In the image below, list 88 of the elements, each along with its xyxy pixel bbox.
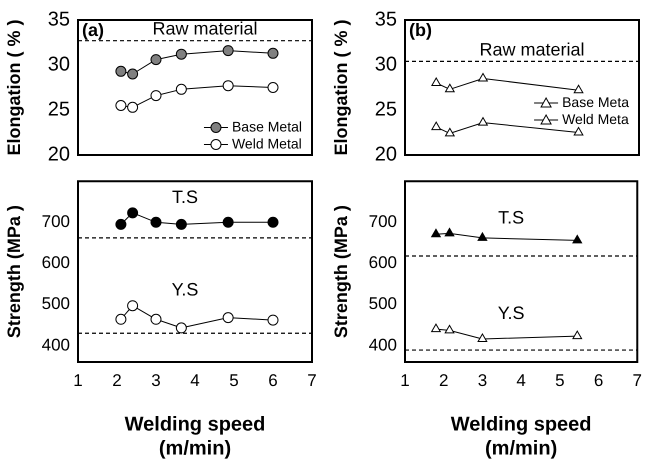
point — [574, 84, 584, 94]
y-tick-label: 30 — [48, 54, 70, 76]
point — [127, 207, 138, 218]
point — [176, 84, 187, 95]
point — [478, 117, 488, 126]
x-tick-label: 2 — [438, 370, 448, 390]
x-tick-label: 1 — [73, 370, 83, 390]
point — [268, 48, 278, 59]
point — [478, 73, 488, 82]
point — [150, 90, 162, 102]
point — [222, 80, 234, 92]
legend-label: Weld Meta — [562, 110, 629, 127]
point — [572, 234, 582, 244]
point — [176, 218, 187, 230]
point — [176, 322, 187, 334]
legend-label: Weld Metal — [232, 135, 302, 152]
y-axis-title: Strength (MPa ) — [4, 205, 24, 338]
point — [150, 216, 162, 228]
point — [150, 314, 162, 325]
x-tick-label: 4 — [190, 370, 200, 390]
x-tick-label: 5 — [229, 370, 239, 390]
point — [572, 330, 582, 340]
x-tick-label: 4 — [516, 370, 526, 390]
x-tick-label: 7 — [632, 370, 642, 390]
y-tick-label: 20 — [374, 144, 397, 166]
y-tick-label: 600 — [368, 253, 397, 272]
series-label: Y.S — [172, 280, 198, 300]
x-tick-label: 5 — [555, 370, 565, 390]
point — [176, 48, 187, 60]
point — [127, 68, 138, 80]
y-axis-title: Elongation ( % ) — [4, 20, 24, 156]
point — [431, 78, 442, 86]
y-tick-label: 600 — [42, 253, 70, 272]
point — [478, 333, 488, 342]
point — [431, 122, 442, 130]
series-label: T.S — [498, 207, 524, 228]
legend-label: Base Meta — [562, 94, 630, 110]
point — [444, 228, 454, 236]
annotation: (a) — [82, 20, 104, 40]
point — [115, 66, 126, 77]
y-tick-label: 500 — [368, 294, 397, 314]
y-tick-label: 25 — [374, 98, 397, 121]
point — [222, 312, 234, 324]
point — [115, 314, 126, 325]
point — [268, 82, 278, 93]
point — [115, 218, 126, 230]
point — [478, 232, 488, 241]
y-tick-label: 400 — [368, 335, 397, 354]
series-label: Y.S — [498, 303, 524, 324]
legend-label: Base Metal — [232, 118, 302, 134]
x-tick-label: 3 — [151, 370, 161, 390]
x-axis-title: Welding speed (m/min) — [124, 414, 266, 460]
x-tick-label: 6 — [268, 370, 278, 390]
point — [445, 128, 455, 136]
point — [444, 324, 454, 334]
series-label: T.S — [172, 186, 198, 207]
y-tick-label: 700 — [368, 212, 397, 231]
x-tick-label: 2 — [112, 370, 122, 390]
y-tick-label: 400 — [42, 335, 70, 354]
point — [445, 84, 455, 92]
y-tick-label: 20 — [48, 144, 70, 166]
point — [127, 300, 138, 312]
point — [115, 100, 126, 111]
point — [431, 324, 441, 332]
point — [150, 54, 162, 66]
ref-line-label: Raw material — [152, 18, 258, 39]
y-tick-label: 35 — [374, 8, 397, 31]
point — [222, 216, 234, 228]
y-tick-label: 500 — [42, 294, 70, 314]
y-tick-label: 700 — [42, 212, 70, 231]
x-axis-title: Welding speed (m/min) — [450, 414, 592, 460]
point — [431, 228, 441, 238]
x-tick-label: 6 — [594, 370, 604, 390]
point — [268, 216, 278, 228]
y-axis-title: Elongation ( % ) — [330, 20, 351, 156]
x-tick-label: 7 — [307, 370, 317, 390]
y-tick-label: 35 — [48, 8, 70, 31]
y-tick-label: 25 — [48, 98, 70, 121]
point — [268, 314, 278, 326]
x-tick-label: 3 — [478, 370, 488, 390]
y-axis-title: Strength (MPa ) — [330, 205, 351, 338]
point — [574, 127, 584, 136]
x-tick-label: 1 — [400, 370, 410, 390]
annotation: (b) — [409, 20, 432, 40]
point — [127, 102, 138, 113]
point — [222, 45, 234, 56]
y-tick-label: 30 — [374, 54, 397, 76]
ref-line-label: Raw material — [479, 39, 585, 60]
